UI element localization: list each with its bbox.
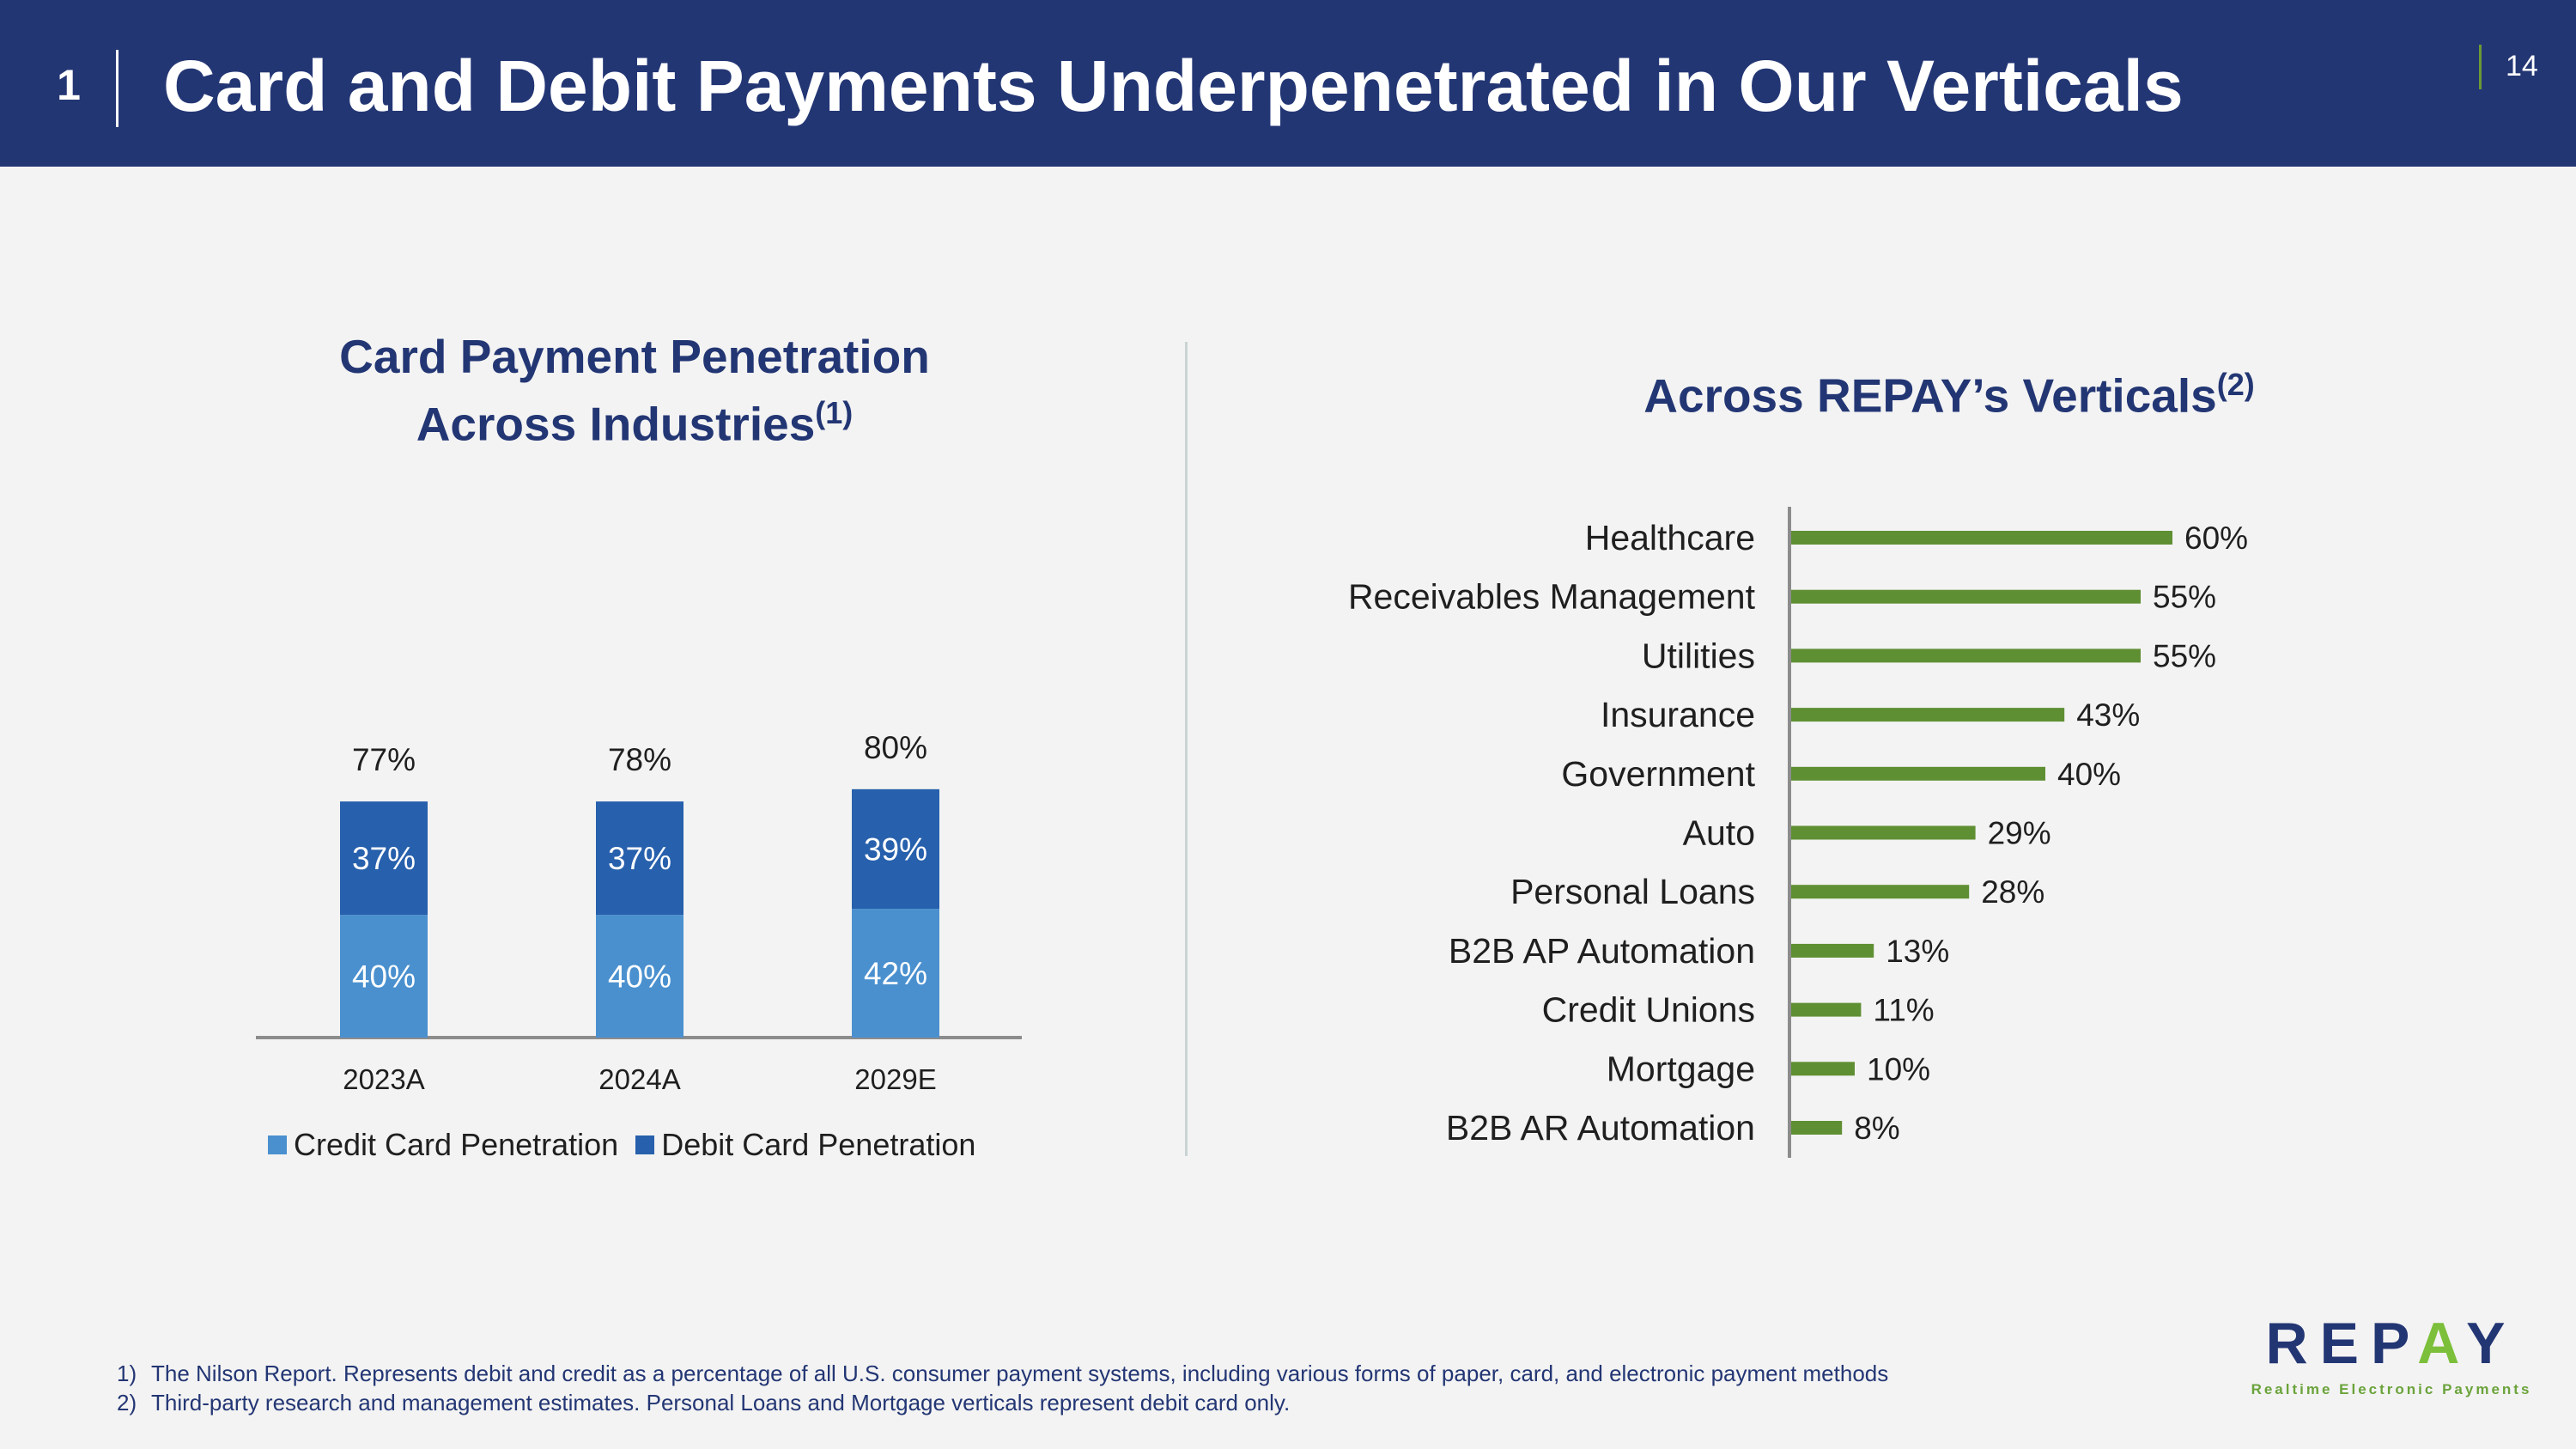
- data-label-debit-2023A: 37%: [352, 841, 416, 876]
- bar-insurance: [1791, 708, 2065, 722]
- value-label-government: 40%: [2057, 757, 2121, 792]
- header-bar: 1 Card and Debit Payments Underpenetrate…: [0, 0, 2576, 167]
- bar-debit-2023A: [340, 801, 428, 916]
- category-label-insurance: Insurance: [1601, 695, 1755, 734]
- total-label-2029E: 80%: [864, 730, 927, 765]
- category-label-personal-loans: Personal Loans: [1510, 872, 1755, 911]
- data-label-debit-2024A: 37%: [608, 841, 671, 876]
- legend-item-debit: Debit Card Penetration: [635, 1127, 975, 1163]
- right-chart-title-text: Across REPAY’s Verticals: [1643, 368, 2217, 423]
- category-label-b2b-ar-automation: B2B AR Automation: [1446, 1108, 1755, 1148]
- value-label-receivables-management: 55%: [2153, 580, 2216, 615]
- logo-wordmark: REPAY: [2233, 1312, 2550, 1374]
- bar-b2b-ap-automation: [1791, 943, 1874, 958]
- x-tick-label-2029E: 2029E: [854, 1063, 936, 1095]
- category-label-credit-unions: Credit Unions: [1542, 990, 1755, 1030]
- footnote-1-number: 1): [117, 1361, 137, 1386]
- bar-credit-unions: [1791, 1002, 1862, 1017]
- value-label-b2b-ar-automation: 8%: [1854, 1111, 1899, 1146]
- bar-debit-2024A: [596, 801, 683, 916]
- data-label-debit-2029E: 39%: [864, 831, 927, 867]
- value-label-auto: 29%: [1988, 816, 2051, 851]
- category-label-healthcare: Healthcare: [1585, 518, 1755, 557]
- section-divider: [116, 50, 118, 127]
- right-chart-title-footnote: (2): [2216, 367, 2255, 402]
- left-chart-title-line2: Across Industries(1): [206, 385, 1063, 452]
- page-number-divider: [2479, 45, 2482, 89]
- footnote-2-text: Third-party research and management esti…: [151, 1390, 1291, 1416]
- chart-legend: Credit Card Penetration Debit Card Penet…: [268, 1127, 993, 1163]
- footnote-1: 1) The Nilson Report. Represents debit a…: [117, 1359, 1888, 1388]
- bar-credit-2023A: [340, 915, 428, 1038]
- legend-swatch-credit: [268, 1135, 287, 1154]
- data-label-credit-2023A: 40%: [352, 959, 416, 995]
- logo-word-accent: A: [2417, 1311, 2467, 1376]
- bar-personal-loans: [1791, 885, 1970, 899]
- data-label-credit-2029E: 42%: [864, 956, 927, 991]
- category-label-utilities: Utilities: [1642, 636, 1755, 675]
- bar-credit-2024A: [596, 915, 683, 1038]
- repay-logo: REPAY Realtime Electronic Payments: [2233, 1312, 2550, 1398]
- bar-debit-2029E: [852, 788, 939, 910]
- footnotes: 1) The Nilson Report. Represents debit a…: [117, 1359, 1888, 1417]
- right-chart-title: Across REPAY’s Verticals(2): [1425, 356, 2473, 423]
- stacked-bar-chart: 40% 37% 77% 2023A 40% 37% 78% 2024A 42% 39% 80% 202…: [256, 730, 1022, 1095]
- category-label-mortgage: Mortgage: [1607, 1049, 1755, 1088]
- bar-mortgage: [1791, 1062, 1855, 1076]
- value-label-utilities: 55%: [2153, 638, 2216, 673]
- bar-b2b-ar-automation: [1791, 1121, 1843, 1135]
- section-number: 1: [57, 61, 81, 109]
- bar-credit-2029E: [852, 909, 939, 1038]
- page-title: Card and Debit Payments Underpenetrated …: [163, 46, 2184, 126]
- bar-receivables-management: [1791, 589, 2141, 604]
- bar-government: [1791, 766, 2045, 781]
- panel-divider: [1185, 342, 1188, 1156]
- category-label-auto: Auto: [1683, 813, 1755, 853]
- value-label-healthcare: 60%: [2184, 521, 2248, 556]
- total-label-2023A: 77%: [352, 742, 416, 777]
- left-chart-title: Card Payment Penetration Across Industri…: [206, 328, 1063, 452]
- x-tick-label-2023A: 2023A: [343, 1063, 424, 1095]
- left-chart-title-line2-text: Across Industries: [416, 397, 816, 451]
- bar-utilities: [1791, 648, 2141, 663]
- value-label-credit-unions: 11%: [1873, 993, 1934, 1028]
- legend-label-credit: Credit Card Penetration: [294, 1127, 619, 1162]
- logo-word-part1: REP: [2265, 1311, 2418, 1376]
- footnote-2: 2) Third-party research and management e…: [117, 1388, 1888, 1417]
- x-tick-label-2024A: 2024A: [598, 1063, 680, 1095]
- footnote-2-number: 2): [117, 1390, 137, 1416]
- footnote-1-text: The Nilson Report. Represents debit and …: [151, 1361, 1889, 1386]
- value-label-mortgage: 10%: [1867, 1051, 1930, 1087]
- total-label-2024A: 78%: [608, 742, 671, 777]
- data-label-credit-2024A: 40%: [608, 959, 671, 995]
- bar-healthcare: [1791, 531, 2172, 545]
- category-label-government: Government: [1561, 754, 1755, 794]
- logo-word-part2: Y: [2466, 1311, 2518, 1376]
- bar-auto: [1791, 825, 1976, 840]
- value-label-b2b-ap-automation: 13%: [1886, 934, 1949, 969]
- value-label-personal-loans: 28%: [1981, 874, 2044, 910]
- page-number: 14: [2506, 50, 2538, 82]
- legend-swatch-debit: [635, 1135, 655, 1154]
- category-label-receivables-management: Receivables Management: [1348, 577, 1756, 617]
- legend-item-credit: Credit Card Penetration: [268, 1127, 618, 1163]
- logo-tagline: Realtime Electronic Payments: [2251, 1381, 2532, 1397]
- legend-label-debit: Debit Card Penetration: [661, 1127, 976, 1162]
- value-label-insurance: 43%: [2076, 697, 2140, 733]
- left-chart-title-line1: Card Payment Penetration: [339, 330, 930, 383]
- left-chart-title-footnote: (1): [815, 395, 854, 430]
- vertical-penetration-chart: Healthcare 60% Receivables Management 55% Ut…: [1348, 507, 2248, 1158]
- category-label-b2b-ap-automation: B2B AP Automation: [1449, 931, 1755, 971]
